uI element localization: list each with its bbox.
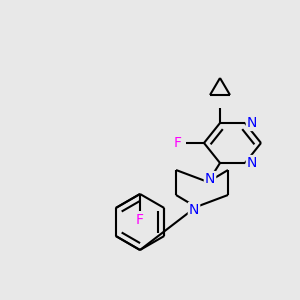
Text: F: F [174, 136, 182, 150]
Text: N: N [205, 172, 215, 186]
Text: N: N [189, 203, 199, 217]
Text: N: N [247, 116, 257, 130]
Text: N: N [247, 156, 257, 170]
Text: F: F [136, 213, 144, 227]
